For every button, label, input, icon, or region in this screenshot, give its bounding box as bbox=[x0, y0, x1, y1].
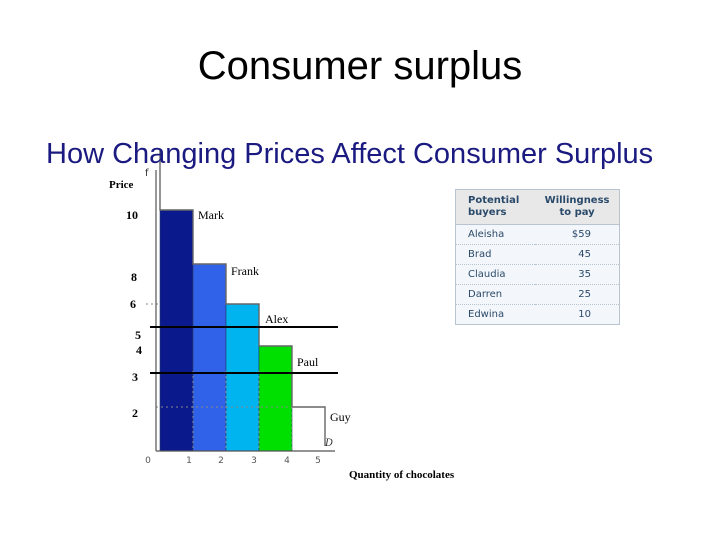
buyer-bar-frank bbox=[192, 263, 227, 452]
header-willingness-to-pay: Willingness to pay bbox=[535, 189, 620, 225]
slide-subtitle: How Changing Prices Affect Consumer Surp… bbox=[46, 138, 654, 170]
buyer-wtp: 35 bbox=[535, 264, 620, 285]
buyer-label-frank: Frank bbox=[231, 264, 259, 278]
x-tick-label: 4 bbox=[284, 456, 290, 466]
table-row: Claudia 35 bbox=[455, 264, 620, 285]
buyer-label-paul: Paul bbox=[297, 355, 319, 369]
x-tick-label: 5 bbox=[315, 456, 321, 466]
table-row: Darren 25 bbox=[455, 284, 620, 305]
buyer-name: Brad bbox=[455, 244, 536, 265]
price-label: 5 bbox=[135, 328, 141, 342]
buyer-label-mark: Mark bbox=[198, 208, 224, 222]
price-label: 10 bbox=[126, 208, 138, 222]
buyer-label-alex: Alex bbox=[265, 312, 288, 326]
x-axis-label: Quantity of chocolates bbox=[349, 469, 455, 481]
x-tick-label: 3 bbox=[251, 456, 257, 466]
demand-curve bbox=[159, 150, 326, 446]
buyer-wtp: 45 bbox=[535, 244, 620, 265]
buyer-label-guy: Guy bbox=[330, 410, 351, 424]
willingness-to-pay-table: Potential buyers Willingness to pay Alei… bbox=[455, 189, 620, 325]
price-label: 3 bbox=[132, 370, 138, 384]
buyer-name: Edwina bbox=[455, 304, 536, 325]
y-axis-label: Price bbox=[109, 179, 134, 191]
price-label: 2 bbox=[132, 406, 138, 420]
demand-curve-label: D bbox=[324, 438, 333, 449]
x-tick-label: 2 bbox=[218, 456, 224, 466]
x-tick-label: 1 bbox=[186, 456, 192, 466]
buyer-bar-alex bbox=[225, 303, 260, 452]
buyer-wtp: 10 bbox=[535, 304, 620, 325]
buyer-name: Aleisha bbox=[455, 224, 536, 245]
buyer-wtp: 25 bbox=[535, 284, 620, 305]
buyer-wtp: $59 bbox=[535, 224, 620, 245]
header-potential-buyers: Potential buyers bbox=[455, 189, 536, 225]
price-label: 8 bbox=[131, 270, 137, 284]
buyer-name: Claudia bbox=[455, 264, 536, 285]
table-row: Brad 45 bbox=[455, 244, 620, 265]
price-label: 4 bbox=[136, 343, 142, 357]
price-label: 6 bbox=[130, 297, 136, 311]
table-header-row: Potential buyers Willingness to pay bbox=[455, 189, 620, 225]
table-row: Aleisha $59 bbox=[455, 224, 620, 245]
slide-title: Consumer surplus bbox=[197, 44, 523, 88]
table-row: Edwina 10 bbox=[455, 304, 620, 325]
corner-label: f bbox=[145, 168, 149, 179]
buyer-name: Darren bbox=[455, 284, 536, 305]
buyer-bar-mark bbox=[159, 209, 194, 452]
x-tick-label: 0 bbox=[145, 456, 151, 466]
buyer-bar-paul bbox=[258, 345, 293, 452]
